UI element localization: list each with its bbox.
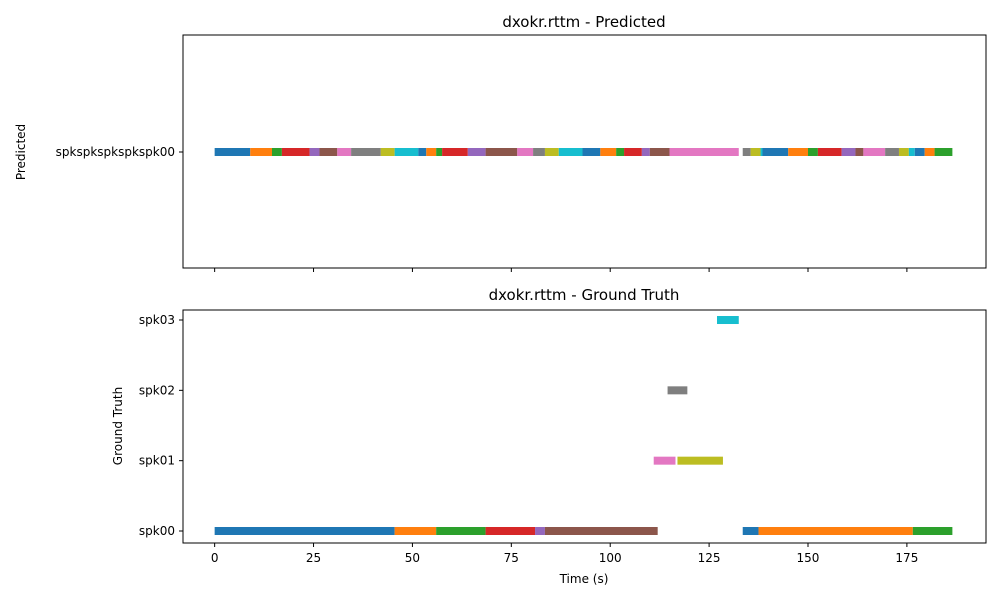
ground-truth-segment-3 [485,527,536,535]
predicted-segment-18 [544,148,559,156]
predicted-segment-37 [885,148,899,156]
predicted-segment-12 [436,148,443,156]
predicted-segment-42 [934,148,953,156]
predicted-segment-22 [616,148,625,156]
ground-truth-segment-6 [653,456,676,465]
ground-truth-segments [214,316,953,535]
ground-truth-x-tick-label: 100 [599,551,622,565]
predicted-segment-23 [624,148,642,156]
predicted-segment-9 [394,148,419,156]
predicted-segments [214,148,953,156]
predicted-segment-14 [467,148,486,156]
ground-truth-segment-9 [717,316,739,325]
ground-truth-chart-title: dxokr.rttm - Ground Truth [489,286,680,304]
ground-truth-panel: dxokr.rttm - Ground Truth Ground Truth T… [111,286,987,586]
predicted-segment-39 [908,148,915,156]
predicted-segment-29 [760,148,763,156]
predicted-segment-34 [841,148,856,156]
predicted-segment-26 [669,148,739,156]
x-axis-label: Time (s) [559,572,609,586]
predicted-panel: dxokr.rttm - Predicted Predicted spkspks… [14,13,987,272]
predicted-segment-20 [582,148,601,156]
ground-truth-segment-11 [758,527,913,535]
ground-truth-y-axis-label: Ground Truth [111,387,125,465]
ground-truth-segment-1 [394,527,437,535]
predicted-segment-11 [426,148,437,156]
predicted-segment-24 [641,148,650,156]
ground-truth-y-ticks: spk00 spk01 spk02 spk03 [139,313,183,538]
predicted-segment-36 [863,148,886,156]
predicted-segment-15 [485,148,518,156]
predicted-segment-7 [351,148,381,156]
predicted-segment-3 [281,148,310,156]
ground-truth-segment-10 [742,527,759,535]
ground-truth-x-tick-label: 50 [405,551,420,565]
predicted-segment-28 [750,148,761,156]
predicted-segment-1 [250,148,273,156]
predicted-y-ticks: spkspkspkspkspk00 [56,145,183,159]
predicted-y-axis-label: Predicted [14,124,28,180]
predicted-segment-38 [898,148,909,156]
ground-truth-y-tick-label: spk02 [139,383,175,397]
predicted-segment-0 [214,148,251,156]
ground-truth-segment-4 [535,527,545,535]
predicted-segment-35 [855,148,864,156]
ground-truth-segment-12 [912,527,953,535]
predicted-segment-21 [600,148,617,156]
ground-truth-y-tick-label: spk00 [139,524,175,538]
predicted-segment-41 [924,148,935,156]
predicted-segment-27 [742,148,751,156]
predicted-segment-6 [337,148,352,156]
predicted-x-ticks [214,268,908,272]
predicted-segment-25 [649,148,670,156]
ground-truth-x-ticks: 0 25 50 75 100 125 150 175 [211,543,918,565]
predicted-segment-30 [762,148,789,156]
ground-truth-x-tick-label: 150 [797,551,820,565]
ground-truth-x-tick-label: 25 [306,551,321,565]
ground-truth-y-tick-label: spk03 [139,313,175,327]
predicted-chart-title: dxokr.rttm - Predicted [502,13,665,31]
predicted-segment-2 [272,148,282,156]
predicted-segment-33 [817,148,842,156]
predicted-segment-13 [442,148,468,156]
predicted-segment-40 [914,148,925,156]
predicted-segment-4 [309,148,320,156]
ground-truth-x-tick-label: 125 [698,551,721,565]
predicted-segment-8 [380,148,395,156]
predicted-segment-16 [517,148,534,156]
ground-truth-segment-7 [667,386,688,395]
ground-truth-segment-0 [214,527,395,535]
ground-truth-plot-frame [182,309,987,544]
ground-truth-x-tick-label: 0 [211,551,219,565]
predicted-segment-32 [808,148,818,156]
ground-truth-segment-2 [436,527,486,535]
predicted-y-tick-label: spkspkspkspkspk00 [56,145,175,159]
ground-truth-segment-5 [544,527,658,535]
ground-truth-x-tick-label: 175 [895,551,918,565]
predicted-segment-17 [533,148,545,156]
ground-truth-segment-8 [677,456,723,465]
ground-truth-x-tick-label: 75 [504,551,519,565]
predicted-segment-5 [319,148,338,156]
predicted-segment-10 [418,148,427,156]
predicted-segment-31 [788,148,808,156]
ground-truth-y-tick-label: spk01 [139,454,175,468]
predicted-segment-19 [558,148,583,156]
predicted-plot-frame [182,34,987,269]
